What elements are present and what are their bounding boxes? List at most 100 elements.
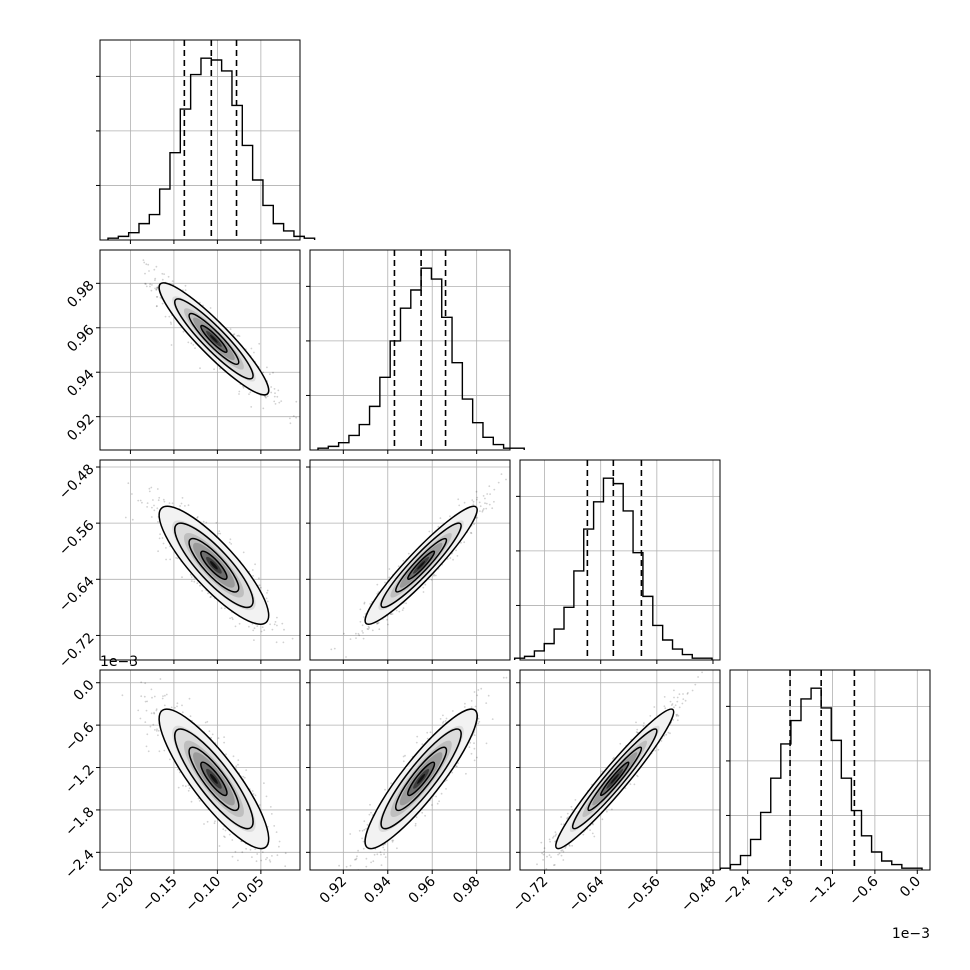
scatter-point (485, 507, 488, 510)
scatter-point (157, 499, 160, 502)
scatter-point (402, 755, 405, 758)
scatter-point (155, 708, 158, 710)
scatter-point (152, 499, 154, 501)
scatter-point (335, 666, 337, 668)
scatter-point (192, 344, 195, 346)
histogram-outline (719, 687, 923, 870)
scatter-point (265, 396, 267, 399)
scatter-point (154, 729, 156, 731)
panel-frame (99, 249, 301, 451)
scatter-point (383, 853, 385, 856)
scatter-point (392, 839, 395, 842)
scatter-point (391, 839, 394, 842)
scatter-point (155, 305, 158, 308)
scatter-point (522, 442, 524, 444)
scatter-point (476, 756, 478, 759)
scatter-point (439, 718, 442, 720)
contour-line (188, 537, 240, 593)
scatter-point (270, 391, 273, 394)
scatter-point (161, 537, 164, 539)
scatter-point (248, 393, 250, 396)
scatter-point (223, 736, 226, 738)
scatter-point (388, 576, 391, 579)
scatter-point (150, 688, 153, 691)
scatter-point (139, 717, 142, 720)
scatter-point (362, 632, 364, 634)
scatter-point (156, 507, 159, 510)
scatter-point (376, 853, 379, 856)
contour-line (188, 746, 240, 812)
scatter-panel-1-0 (99, 249, 301, 451)
scatter-point (145, 709, 148, 712)
scatter-point (189, 715, 192, 718)
scatter-point (433, 573, 435, 576)
contour-line (158, 282, 270, 396)
x-tick-label: 0.94 (361, 873, 394, 906)
scatter-point (258, 584, 261, 587)
scatter-point (349, 833, 352, 835)
scatter-point (505, 478, 507, 481)
contour-line (200, 550, 228, 581)
scatter-point (248, 625, 250, 628)
scatter-point (270, 813, 273, 815)
scatter-point (142, 259, 145, 261)
scatter-point (276, 624, 278, 627)
scatter-point (497, 481, 500, 484)
scatter-point (177, 768, 179, 771)
scatter-point (431, 804, 433, 806)
scatter-point (250, 406, 253, 408)
scatter-point (266, 600, 269, 603)
scatter-point (139, 499, 142, 502)
scatter-point (242, 386, 245, 389)
scatter-point (407, 552, 410, 555)
contour-line (158, 708, 270, 850)
scatter-point (362, 847, 365, 850)
scatter-point (371, 629, 374, 632)
panel-frame (309, 249, 511, 451)
y-tick-label: −0.64 (56, 574, 98, 616)
scatter-point (223, 741, 226, 744)
scatter-point (147, 263, 150, 266)
contour-line (174, 522, 254, 609)
scatter-point (157, 521, 159, 523)
panel-background (520, 460, 720, 660)
scatter-point (159, 296, 162, 299)
scatter-point (442, 714, 444, 717)
scatter-point (159, 678, 162, 680)
scatter-point (357, 849, 359, 852)
scatter-point (228, 833, 231, 836)
contour-line (395, 746, 448, 812)
scatter-point (428, 530, 431, 533)
scatter-point (376, 623, 378, 625)
scatter-point (171, 502, 174, 505)
scatter-point (421, 743, 424, 746)
scatter-point (204, 721, 207, 724)
scatter-point (255, 860, 258, 863)
scatter-point (249, 848, 252, 851)
contour-line (380, 522, 462, 609)
scatter-point (330, 648, 333, 651)
scatter-point (363, 601, 366, 604)
scatter-point (361, 624, 364, 627)
scatter-point (146, 733, 149, 736)
scatter-point (219, 367, 221, 370)
density-level (210, 334, 218, 343)
scatter-point (455, 549, 457, 552)
x-tick-label: 0.92 (317, 874, 350, 907)
scatter-point (678, 693, 681, 696)
scatter-point (377, 622, 379, 625)
scatter-point (190, 800, 193, 803)
scatter-point (137, 499, 140, 502)
y-tick-label: −0.48 (56, 461, 98, 503)
scatter-point (275, 641, 278, 644)
scatter-point (476, 496, 479, 499)
scatter-point (345, 865, 348, 868)
scatter-point (473, 691, 476, 693)
scatter-point (489, 493, 491, 495)
panel-frame (729, 669, 931, 871)
scatter-point (233, 333, 236, 335)
scatter-point (388, 568, 391, 570)
scatter-point (373, 853, 376, 856)
scatter-point (389, 613, 392, 615)
scatter-point (209, 596, 212, 598)
